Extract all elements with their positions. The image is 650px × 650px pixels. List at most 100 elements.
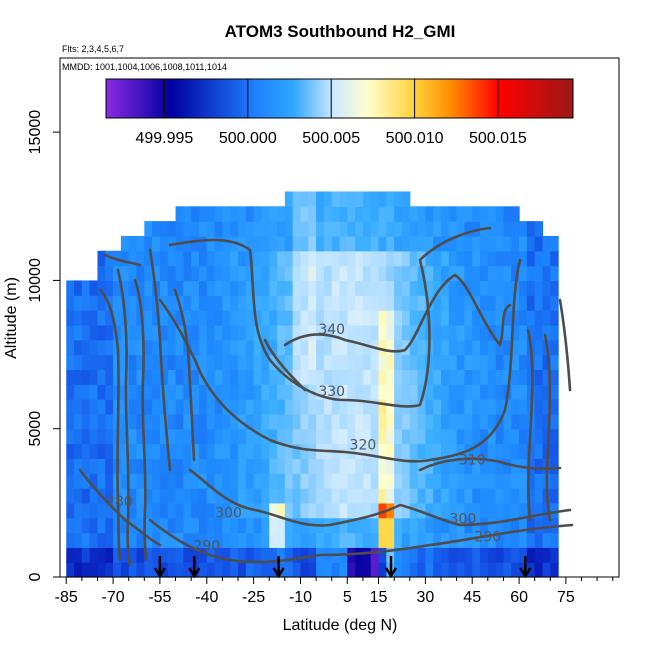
heatmap-cell bbox=[198, 324, 208, 341]
heatmap-cell bbox=[81, 458, 91, 474]
heatmap-cell bbox=[355, 324, 364, 341]
heatmap-cell bbox=[378, 502, 387, 519]
heatmap-cell bbox=[487, 265, 497, 282]
heatmap-cell bbox=[480, 443, 489, 459]
heatmap-cell bbox=[175, 310, 184, 326]
heatmap-cell bbox=[440, 428, 450, 445]
heatmap-cell bbox=[503, 517, 512, 534]
heatmap-cell bbox=[269, 517, 278, 534]
heatmap-cell bbox=[472, 295, 481, 311]
heatmap-cell bbox=[355, 517, 364, 534]
heatmap-cell bbox=[222, 369, 231, 385]
heatmap-cell bbox=[440, 502, 450, 519]
profile-markers bbox=[153, 556, 532, 579]
heatmap-cell bbox=[495, 250, 505, 267]
heatmap-cell bbox=[238, 369, 247, 385]
heatmap-cell bbox=[425, 399, 434, 415]
heatmap-cell bbox=[253, 250, 263, 267]
heatmap-cell bbox=[464, 502, 473, 519]
heatmap-cell bbox=[370, 532, 380, 548]
heatmap-cell bbox=[74, 295, 83, 311]
heatmap-cell bbox=[66, 547, 75, 563]
heatmap-cell bbox=[456, 488, 466, 504]
heatmap-cell bbox=[222, 206, 231, 222]
heatmap-cell bbox=[222, 443, 231, 459]
heatmap-cell bbox=[269, 310, 278, 326]
heatmap-cell bbox=[191, 473, 200, 489]
heatmap-cell bbox=[425, 250, 434, 267]
flights-subtitle: Flts: 2,3,4,5,6,7 bbox=[62, 44, 124, 54]
heatmap-cell bbox=[339, 369, 348, 385]
heatmap-cell bbox=[394, 235, 403, 252]
heatmap-cell bbox=[284, 547, 294, 563]
heatmap-cell bbox=[362, 488, 372, 504]
heatmap-cell bbox=[503, 428, 512, 445]
heatmap-cell bbox=[433, 339, 442, 356]
heatmap-cell bbox=[113, 547, 122, 563]
heatmap-cell bbox=[144, 399, 153, 415]
heatmap-cell bbox=[331, 517, 341, 534]
heatmap-cell bbox=[480, 532, 489, 548]
heatmap-cell bbox=[214, 413, 223, 430]
heatmap-cell bbox=[292, 399, 302, 415]
heatmap-cell bbox=[105, 443, 114, 459]
heatmap-cell bbox=[261, 310, 270, 326]
heatmap-field bbox=[66, 191, 559, 578]
heatmap-cell bbox=[487, 384, 497, 400]
heatmap-cell bbox=[105, 428, 114, 445]
heatmap-cell bbox=[362, 443, 372, 459]
heatmap-cell bbox=[152, 458, 161, 474]
heatmap-cell bbox=[214, 354, 223, 370]
heatmap-cell bbox=[456, 235, 466, 252]
heatmap-cell bbox=[159, 280, 169, 296]
heatmap-cell bbox=[495, 221, 505, 237]
heatmap-cell bbox=[81, 399, 91, 415]
heatmap-cell bbox=[277, 473, 286, 489]
heatmap-cell bbox=[456, 295, 466, 311]
heatmap-cell bbox=[277, 235, 286, 252]
heatmap-cell bbox=[401, 206, 411, 222]
heatmap-cell bbox=[183, 295, 192, 311]
heatmap-cell bbox=[472, 354, 481, 370]
heatmap-cell bbox=[440, 221, 450, 237]
heatmap-cell bbox=[167, 354, 177, 370]
heatmap-cell bbox=[542, 369, 551, 385]
heatmap-cell bbox=[175, 265, 184, 282]
heatmap-cell bbox=[269, 547, 278, 563]
heatmap-cell bbox=[222, 413, 231, 430]
heatmap-cell bbox=[433, 280, 442, 296]
heatmap-cell bbox=[191, 458, 200, 474]
heatmap-cell bbox=[519, 354, 528, 370]
heatmap-cell bbox=[89, 399, 99, 415]
heatmap-cell bbox=[362, 458, 372, 474]
heatmap-cell bbox=[401, 295, 411, 311]
heatmap-cell bbox=[370, 384, 380, 400]
heatmap-cell bbox=[425, 384, 434, 400]
heatmap-cell bbox=[347, 369, 356, 385]
heatmap-cell bbox=[464, 280, 473, 296]
heatmap-cell bbox=[222, 547, 231, 563]
heatmap-cell bbox=[222, 458, 231, 474]
heatmap-cell bbox=[113, 562, 122, 578]
heatmap-cell bbox=[191, 369, 200, 385]
heatmap-cell bbox=[144, 562, 153, 578]
heatmap-cell bbox=[370, 221, 380, 237]
heatmap-cell bbox=[347, 295, 356, 311]
heatmap-cell bbox=[456, 399, 466, 415]
heatmap-cell bbox=[136, 324, 145, 341]
heatmap-cell bbox=[222, 473, 231, 489]
heatmap-cell bbox=[245, 547, 255, 563]
heatmap-cell bbox=[511, 206, 520, 222]
heatmap-cell bbox=[167, 324, 177, 341]
heatmap-cell bbox=[167, 547, 177, 563]
heatmap-cell bbox=[370, 413, 380, 430]
heatmap-cell bbox=[425, 443, 434, 459]
heatmap-cell bbox=[370, 295, 380, 311]
heatmap-cell bbox=[245, 488, 255, 504]
heatmap-cell bbox=[191, 310, 200, 326]
heatmap-cell bbox=[394, 206, 403, 222]
heatmap-cell bbox=[409, 221, 419, 237]
heatmap-cell bbox=[284, 502, 294, 519]
contour-label: 300 bbox=[450, 512, 477, 528]
heatmap-cell bbox=[464, 428, 473, 445]
